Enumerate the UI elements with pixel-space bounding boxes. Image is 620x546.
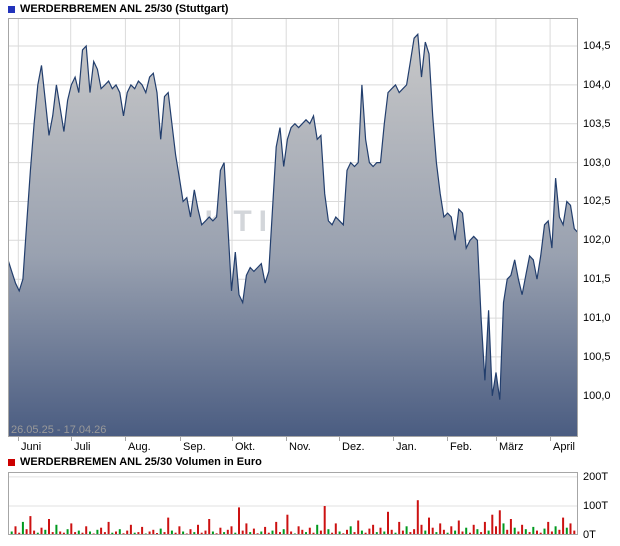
month-label: Jan.: [396, 441, 417, 453]
price-y-tick-label: 103,5: [583, 118, 611, 130]
price-x-axis: Juni Juli Aug. Sep. Okt. Nov. Dez. Jan. Feb. März…: [8, 437, 578, 453]
month-label: Sep.: [183, 441, 206, 453]
volume-chart-title: WERDERBREMEN ANL 25/30 Volumen in Euro: [20, 456, 262, 468]
price-y-tick-label: 104,0: [583, 79, 611, 91]
price-y-tick-label: 103,0: [583, 157, 611, 169]
volume-chart: [8, 472, 578, 535]
month-tick: [180, 437, 181, 441]
price-y-tick-label: 102,5: [583, 195, 611, 207]
volume-y-axis: 200T 100T 0T: [583, 471, 619, 541]
price-y-tick-label: 101,5: [583, 273, 611, 285]
month-label: Juli: [74, 441, 91, 453]
volume-y-tick-label: 100T: [583, 500, 609, 512]
month-tick: [447, 437, 448, 441]
price-chart-title-row: WERDERBREMEN ANL 25/30 (Stuttgart): [8, 3, 228, 15]
month-label: Nov.: [289, 441, 311, 453]
volume-series-marker-icon: [8, 458, 15, 466]
month-label: Dez.: [342, 441, 365, 453]
month-label: Juni: [21, 441, 42, 453]
month-tick: [496, 437, 497, 441]
volume-chart-title-row: WERDERBREMEN ANL 25/30 Volumen in Euro: [8, 456, 262, 468]
price-chart-title: WERDERBREMEN ANL 25/30 (Stuttgart): [20, 3, 229, 15]
price-y-tick-label: 102,0: [583, 234, 611, 246]
month-label: Aug.: [128, 441, 151, 453]
month-tick: [125, 437, 126, 441]
month-tick: [393, 437, 394, 441]
date-range-label: 26.05.25 - 17.04.26: [11, 424, 107, 436]
month-tick: [18, 437, 19, 441]
month-tick: [232, 437, 233, 441]
month-label: März: [499, 441, 524, 453]
price-y-tick-label: 100,0: [583, 390, 611, 402]
price-y-tick-label: 100,5: [583, 351, 611, 363]
month-tick: [550, 437, 551, 441]
price-y-axis: 104,5 104,0 103,5 103,0 102,5 102,0 101,5 101,0…: [583, 18, 619, 437]
month-tick: [339, 437, 340, 441]
volume-y-tick-label: 200T: [583, 471, 609, 483]
price-y-tick-label: 101,0: [583, 312, 611, 324]
price-series-marker-icon: [8, 5, 15, 13]
month-label: Okt.: [235, 441, 256, 453]
month-label: April: [553, 441, 576, 453]
price-chart: AKTIE: [8, 18, 578, 437]
month-label: Feb.: [450, 441, 473, 453]
month-tick: [71, 437, 72, 441]
volume-y-tick-label: 0T: [583, 529, 596, 541]
month-tick: [286, 437, 287, 441]
price-y-tick-label: 104,5: [583, 40, 611, 52]
